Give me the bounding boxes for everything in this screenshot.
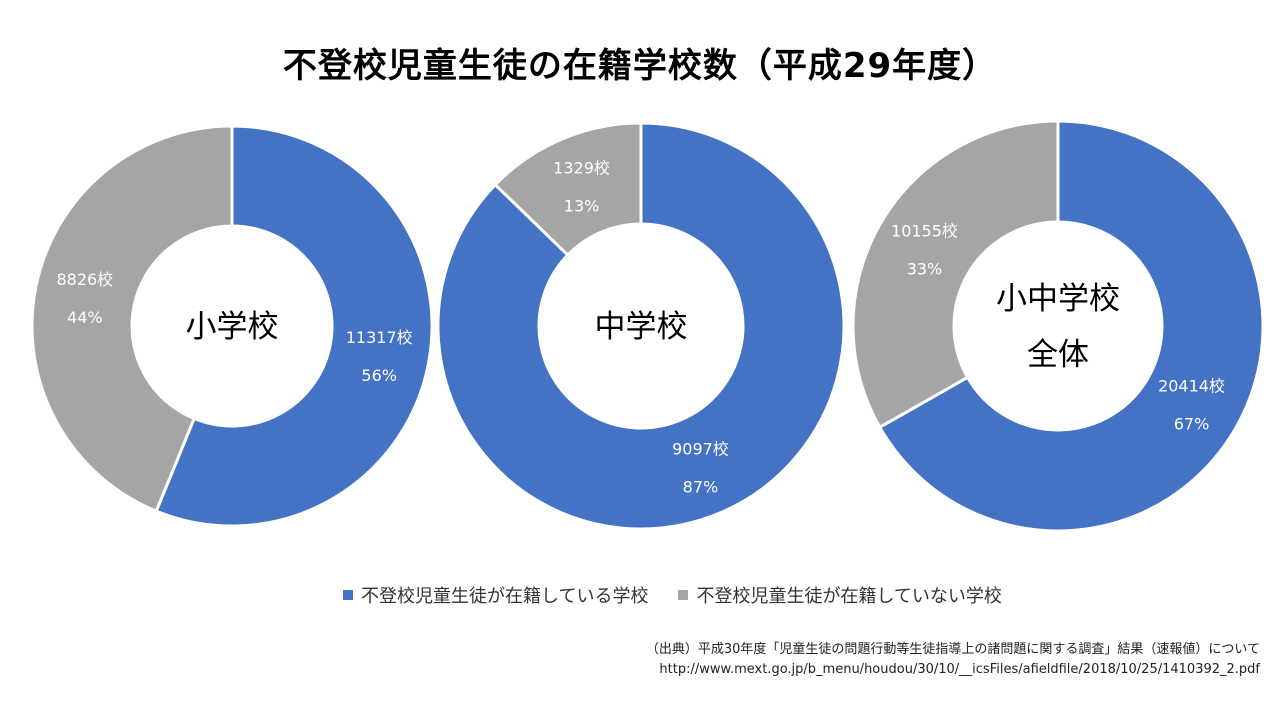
donut-overall-center-label: 小中学校 [996, 281, 1120, 317]
source-line-2: http://www.mext.go.jp/b_menu/houdou/30/1… [659, 662, 1260, 677]
legend-label-not-enrolled: 不登校児童生徒が在籍していない学校 [696, 586, 1002, 607]
donut-junior-high-center-label: 中学校 [595, 309, 688, 345]
legend-swatch-not-enrolled [678, 590, 689, 600]
donut-junior-high-value-label-0: 9097校 [672, 439, 729, 458]
donut-junior-high-slice-not-enrolled [493, 121, 643, 258]
donut-overall-percent-label-0: 67% [1174, 415, 1210, 434]
donut-elementary-slice-not-enrolled [30, 124, 234, 514]
donut-overall-percent-label-1: 33% [907, 259, 943, 278]
donut-junior-high-percent-label-1: 13% [564, 197, 600, 216]
donut-overall-value-label-1: 10155校 [891, 221, 958, 240]
donut-junior-high-percent-label-0: 87% [683, 477, 719, 496]
legend-item-enrolled: 不登校児童生徒が在籍している学校 [343, 582, 648, 608]
source-line-1: （出典）平成30年度「児童生徒の問題行動等生徒指導上の諸問題に関する調査」結果（… [645, 642, 1260, 657]
donut-junior-high-slice-enrolled [436, 121, 846, 531]
legend-item-not-enrolled: 不登校児童生徒が在籍していない学校 [678, 582, 1002, 608]
donut-elementary-slice-enrolled [154, 124, 434, 528]
donut-overall-center-label: 全体 [1027, 337, 1089, 373]
legend-label-enrolled: 不登校児童生徒が在籍している学校 [361, 586, 649, 607]
donut-elementary-center-label: 小学校 [186, 309, 279, 345]
donut-overall-slice-not-enrolled [851, 119, 1060, 430]
legend: 不登校児童生徒が在籍している学校 不登校児童生徒が在籍していない学校 [343, 582, 1032, 608]
donut-elementary-percent-label-1: 44% [67, 308, 103, 327]
donut-junior-high-value-label-1: 1329校 [553, 159, 610, 178]
donut-overall-slice-enrolled [877, 119, 1265, 533]
chart-title: 不登校児童生徒の在籍学校数（平成29年度） [282, 46, 998, 86]
donut-elementary-value-label-1: 8826校 [56, 270, 113, 289]
donut-overall-value-label-0: 20414校 [1158, 377, 1225, 396]
source-note: （出典）平成30年度「児童生徒の問題行動等生徒指導上の諸問題に関する調査」結果（… [646, 640, 1260, 680]
legend-swatch-enrolled [343, 590, 353, 600]
donut-elementary-value-label-0: 11317校 [346, 328, 413, 347]
donut-elementary-percent-label-0: 56% [361, 366, 397, 385]
